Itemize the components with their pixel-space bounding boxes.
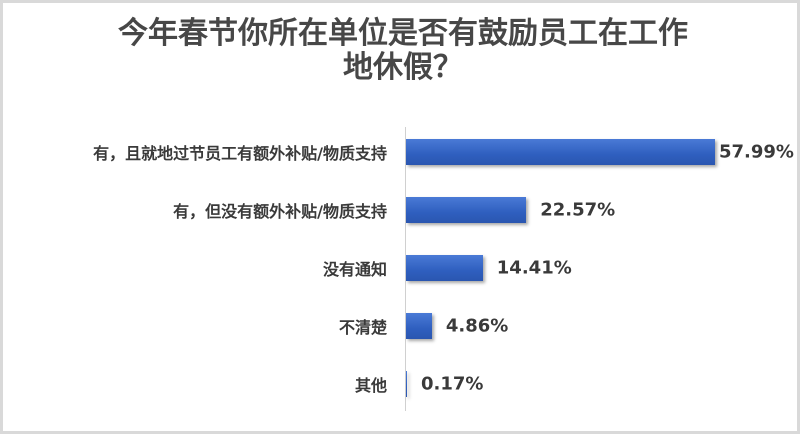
category-label: 有，但没有额外补贴/物质支持 — [173, 202, 387, 221]
category-label: 其他 — [354, 376, 387, 395]
data-label: 4.86% — [445, 315, 509, 337]
chart-title-line-1: 今年春节你所在单位是否有鼓励员工在工作 — [118, 16, 688, 51]
category-label: 有，且就地过节员工有额外补贴/物质支持 — [93, 144, 387, 163]
category-label: 不清楚 — [338, 318, 387, 337]
data-label: 0.17% — [421, 373, 484, 395]
data-label: 14.41% — [496, 257, 572, 279]
bar — [406, 313, 432, 339]
chart-title: 今年春节你所在单位是否有鼓励员工在工作 地休假？ — [3, 16, 797, 85]
bar — [406, 139, 715, 165]
data-label: 57.99% — [719, 141, 794, 163]
bar — [406, 255, 483, 281]
category-label: 没有通知 — [322, 260, 387, 279]
chart-title-line-2: 地休假？ — [343, 50, 463, 85]
data-label: 22.57% — [540, 199, 616, 221]
bar — [406, 197, 527, 223]
category-axis-line — [405, 127, 406, 411]
bar — [406, 371, 407, 397]
